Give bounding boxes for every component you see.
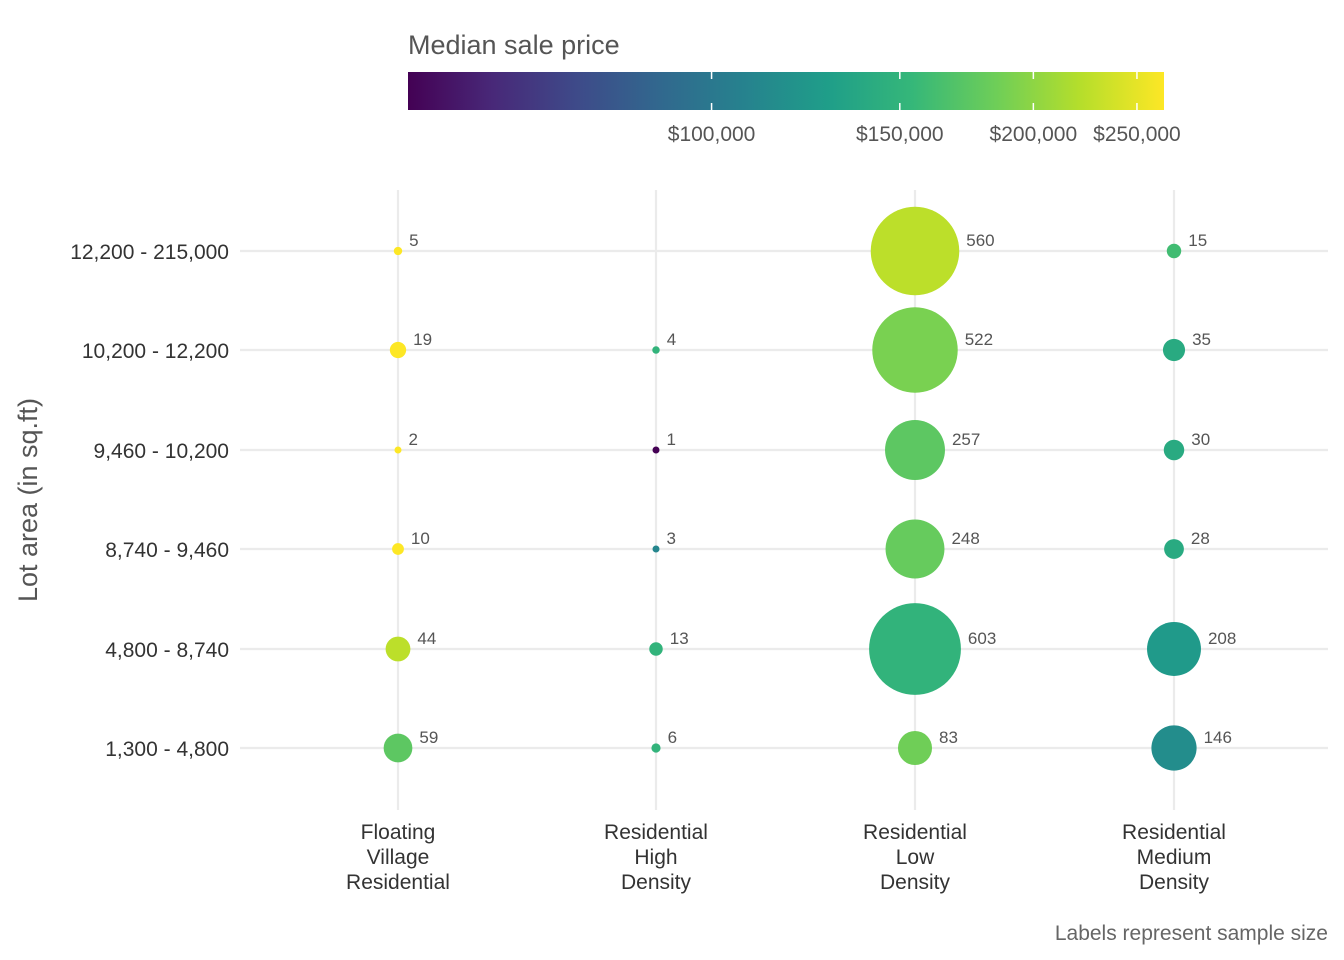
- sample-size-label: 30: [1191, 430, 1210, 449]
- sample-size-label: 2: [409, 430, 418, 449]
- sample-size-label: 13: [670, 629, 689, 648]
- bubble: [1164, 539, 1184, 559]
- sample-size-label: 35: [1192, 330, 1211, 349]
- x-tick-label: Residential High Density: [604, 821, 708, 894]
- bubble: [393, 246, 403, 256]
- bubble: [392, 543, 404, 555]
- bubble: [897, 730, 933, 766]
- legend-tick-label: $250,000: [1093, 123, 1181, 146]
- y-tick-label: 1,300 - 4,800: [105, 738, 229, 761]
- sample-size-label: 248: [951, 529, 979, 548]
- bubble: [1166, 243, 1182, 259]
- x-tick-label: Residential Medium Density: [1122, 821, 1226, 894]
- bubble: [1163, 439, 1185, 461]
- color-legend: Median sale price $100,000 $150,000 $200,0…: [408, 30, 1181, 146]
- grid: [240, 190, 1328, 810]
- bubble: [652, 446, 660, 454]
- bubble: [869, 603, 961, 695]
- legend-tick-label: $100,000: [668, 123, 756, 146]
- points: 5192104459413136560522257248603831535302…: [383, 206, 1236, 771]
- bubble: [885, 420, 945, 480]
- bubble: [1162, 338, 1186, 362]
- y-tick-label: 4,800 - 8,740: [105, 639, 229, 662]
- bubble: [652, 346, 660, 354]
- x-tick-label: Residential Low Density: [863, 821, 967, 894]
- sample-size-label: 146: [1204, 728, 1232, 747]
- bubble: [394, 446, 402, 454]
- legend-tick-label: $150,000: [856, 123, 944, 146]
- y-tick-label: 8,740 - 9,460: [105, 539, 229, 562]
- sample-size-label: 4: [667, 330, 676, 349]
- y-tick-label: 12,200 - 215,000: [70, 241, 229, 264]
- sample-size-label: 44: [417, 629, 436, 648]
- bubble: [885, 519, 945, 579]
- sample-size-label: 3: [667, 529, 676, 548]
- sample-size-label: 19: [413, 330, 432, 349]
- sample-size-label: 5: [409, 231, 418, 250]
- sample-size-label: 15: [1188, 231, 1207, 250]
- axes: Lot area (in sq.ft) Labels represent sam…: [13, 241, 1328, 945]
- sample-size-label: 603: [968, 629, 996, 648]
- bubble: [389, 341, 407, 359]
- caption: Labels represent sample size: [1055, 922, 1328, 945]
- sample-size-label: 522: [965, 330, 993, 349]
- sample-size-label: 10: [411, 529, 430, 548]
- sample-size-label: 59: [419, 728, 438, 747]
- sample-size-label: 560: [966, 231, 994, 250]
- legend-tick-label: $200,000: [990, 123, 1078, 146]
- bubble: [651, 743, 661, 753]
- bubble: [383, 733, 413, 763]
- sample-size-label: 1: [667, 430, 676, 449]
- legend-title: Median sale price: [408, 30, 620, 60]
- bubble: [870, 206, 960, 296]
- bubble: [649, 642, 663, 656]
- bubble: [652, 545, 660, 553]
- y-tick-label: 10,200 - 12,200: [82, 340, 229, 363]
- x-tick-label: Floating Village Residential: [346, 821, 450, 894]
- sample-size-label: 257: [952, 430, 980, 449]
- color-bar: [408, 72, 1164, 110]
- bubble: [1151, 725, 1197, 771]
- bubble: [385, 636, 411, 662]
- bubble: [872, 307, 958, 393]
- sample-size-label: 28: [1191, 529, 1210, 548]
- sample-size-label: 83: [939, 728, 958, 747]
- y-axis-title: Lot area (in sq.ft): [13, 398, 43, 602]
- sample-size-label: 208: [1208, 629, 1236, 648]
- bubble: [1147, 622, 1201, 676]
- y-tick-label: 9,460 - 10,200: [94, 440, 229, 463]
- sample-size-label: 6: [668, 728, 677, 747]
